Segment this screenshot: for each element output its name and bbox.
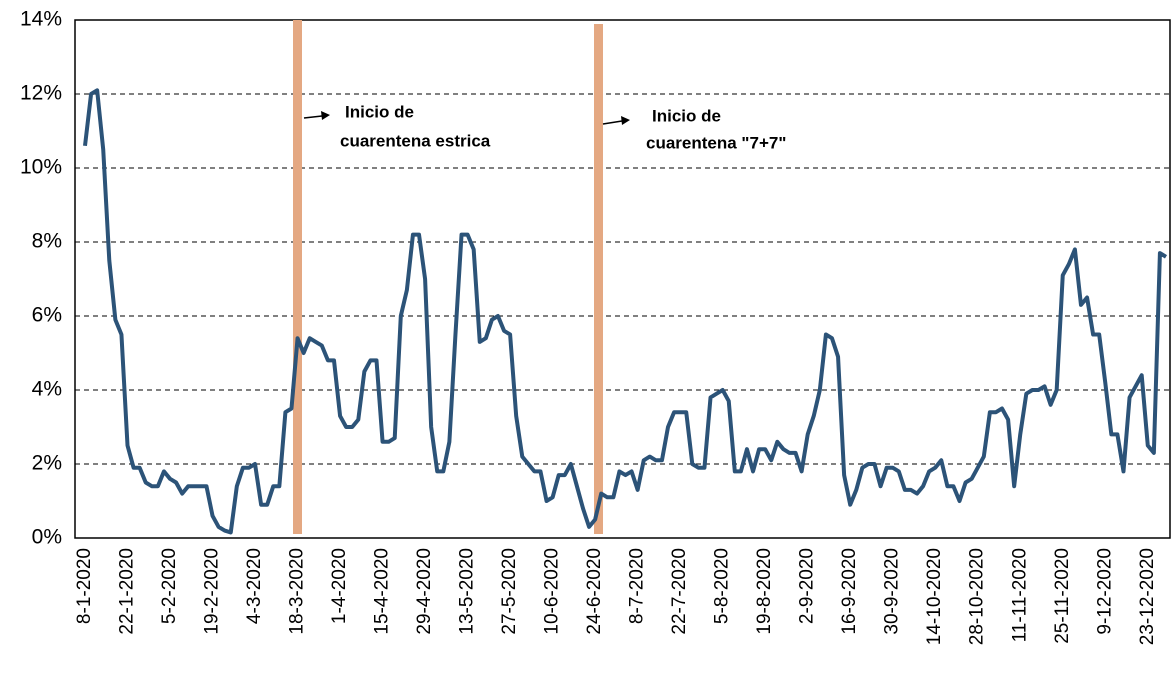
x-tick-label: 23-12-2020 <box>1137 548 1158 645</box>
x-tick-label: 29-4-2020 <box>414 548 435 635</box>
annotation: Inicio de <box>652 106 721 125</box>
x-tick-label: 10-6-2020 <box>542 548 563 635</box>
x-tick-label: 9-12-2020 <box>1094 548 1115 635</box>
x-tick-label: 13-5-2020 <box>457 548 478 635</box>
annotation: cuarentena estrica <box>340 131 491 150</box>
y-tick-label: 12% <box>20 82 62 105</box>
x-tick-label: 4-3-2020 <box>244 548 265 624</box>
y-tick-label: 6% <box>32 304 62 327</box>
annotation: cuarentena "7+7" <box>646 133 786 152</box>
y-tick-label: 4% <box>32 378 62 401</box>
x-tick-label: 27-5-2020 <box>499 548 520 635</box>
annotation: Inicio de <box>345 102 414 121</box>
x-tick-label: 18-3-2020 <box>287 548 308 635</box>
x-tick-label: 11-11-2020 <box>1009 548 1030 642</box>
x-tick-label: 15-4-2020 <box>372 548 393 635</box>
y-tick-label: 0% <box>32 526 62 549</box>
x-tick-label: 22-7-2020 <box>669 548 690 635</box>
x-tick-label: 8-1-2020 <box>74 548 95 624</box>
y-tick-label: 10% <box>20 156 62 179</box>
x-tick-label: 30-9-2020 <box>882 548 903 635</box>
x-tick-label: 2-9-2020 <box>797 548 818 624</box>
arrow <box>602 116 630 125</box>
y-tick-label: 14% <box>20 8 62 31</box>
x-tick-label: 28-10-2020 <box>967 548 988 645</box>
x-tick-label: 24-6-2020 <box>584 548 605 635</box>
event-band <box>594 24 603 534</box>
x-tick-label: 25-11-2020 <box>1052 548 1073 644</box>
x-tick-label: 5-2-2020 <box>159 548 180 624</box>
x-tick-label: 19-8-2020 <box>754 548 775 635</box>
x-tick-label: 8-7-2020 <box>627 548 648 624</box>
arrow <box>303 111 330 120</box>
data-line <box>83 88 1168 535</box>
x-tick-label: 5-8-2020 <box>712 548 733 624</box>
x-tick-label: 22-1-2020 <box>117 548 138 635</box>
event-band <box>293 20 302 534</box>
y-tick-label: 8% <box>32 230 62 253</box>
y-tick-label: 2% <box>32 452 62 475</box>
plot-frame <box>74 19 1171 539</box>
x-tick-label: 14-10-2020 <box>924 548 945 645</box>
x-tick-label: 1-4-2020 <box>329 548 350 624</box>
x-tick-label: 19-2-2020 <box>202 548 223 635</box>
x-tick-label: 16-9-2020 <box>839 548 860 635</box>
